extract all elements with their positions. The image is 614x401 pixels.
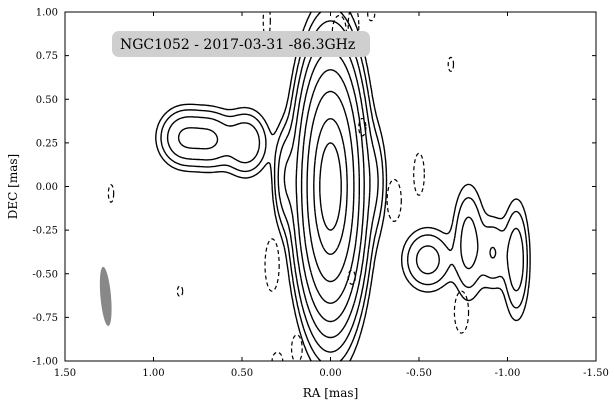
y-tick-label: -1.00	[32, 357, 58, 368]
beam-shape	[99, 266, 112, 326]
x-tick-label: -1.00	[495, 368, 521, 379]
negative-contour	[176, 285, 184, 298]
y-tick-label: 0.25	[36, 138, 58, 149]
negative-contour	[107, 184, 115, 203]
plot-frame	[64, 11, 597, 362]
y-tick-label: -0.50	[32, 269, 58, 280]
plot-title: NGC1052 - 2017-03-31 -86.3GHz	[120, 37, 355, 53]
x-tick-label: -1.50	[583, 368, 609, 379]
y-tick-label: -0.25	[32, 226, 58, 237]
contour-level	[155, 12, 531, 361]
y-tick-label: 0.50	[36, 95, 58, 106]
x-tick-label: 1.50	[54, 368, 76, 379]
contour-level	[300, 69, 360, 304]
y-tick-label: 0.00	[36, 182, 58, 193]
negative-contour	[264, 238, 280, 292]
contour-level	[319, 142, 342, 231]
y-axis-label: DEC [mas]	[6, 154, 20, 219]
negative-contour	[386, 178, 402, 223]
y-tick-label: 1.00	[36, 8, 58, 19]
negative-contour	[347, 269, 356, 285]
y-tick-label: 0.75	[36, 51, 58, 62]
negative-contour	[290, 334, 303, 361]
contour-level	[160, 12, 528, 361]
title-box: NGC1052 - 2017-03-31 -86.3GHz	[112, 31, 370, 57]
axis-ticks: 1.50 1.00 0.50 0.00 -0.50 -1.00 -1.50 1.00 0.75 0…	[32, 8, 608, 380]
negative-contour	[447, 56, 455, 72]
beam-ellipse	[99, 266, 112, 326]
x-tick-label: 1.00	[142, 368, 164, 379]
negative-contour	[262, 12, 271, 41]
x-tick-label: 0.00	[319, 368, 341, 379]
y-tick-label: -0.75	[32, 313, 58, 324]
x-axis-label: RA [mas]	[303, 386, 359, 400]
negative-contour	[367, 12, 376, 22]
negative-contour	[358, 117, 367, 137]
title-background	[112, 31, 370, 57]
negative-contour	[413, 152, 425, 196]
x-tick-label: -0.50	[406, 368, 432, 379]
contour-level	[313, 118, 348, 255]
negative-contour	[453, 290, 470, 334]
contour-lines	[155, 12, 531, 361]
x-tick-label: 0.50	[231, 368, 253, 379]
contour-level	[166, 20, 524, 353]
contour-level	[306, 90, 355, 283]
